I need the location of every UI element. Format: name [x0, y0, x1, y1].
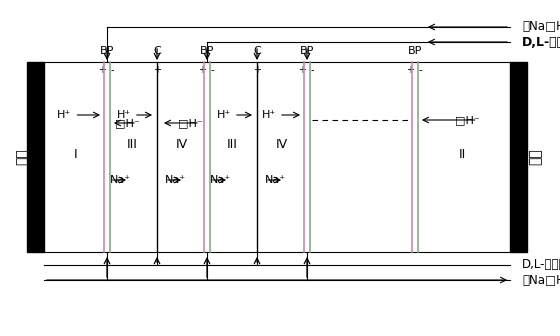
Text: BP: BP [200, 46, 214, 56]
Text: Na⁺: Na⁺ [109, 175, 130, 185]
Text: H⁺: H⁺ [117, 110, 131, 120]
Text: 阳极: 阳极 [528, 149, 542, 165]
Text: Na⁺: Na⁺ [264, 175, 286, 185]
Text: BP: BP [300, 46, 314, 56]
Text: -: - [210, 65, 214, 75]
Text: H⁺: H⁺ [262, 110, 276, 120]
Text: +: + [98, 65, 106, 75]
Text: I: I [74, 149, 77, 162]
Text: II: II [459, 149, 466, 162]
Text: III: III [227, 138, 237, 152]
Text: IV: IV [276, 138, 288, 152]
Text: +: + [253, 65, 261, 75]
Bar [27, 62, 44, 252]
Text: C: C [253, 46, 261, 56]
Text: III: III [127, 138, 137, 152]
Text: +: + [298, 65, 306, 75]
Text: -: - [418, 65, 422, 75]
Text: D,L-蛋氨酸: D,L-蛋氨酸 [522, 36, 560, 48]
Text: 稏Na□H: 稏Na□H [522, 274, 560, 287]
Text: Na⁺: Na⁺ [165, 175, 185, 185]
Text: -: - [110, 65, 114, 75]
Text: 阴极: 阴极 [15, 149, 29, 165]
Text: 浓Na□H: 浓Na□H [522, 20, 560, 34]
Text: +: + [153, 65, 161, 75]
Text: H⁺: H⁺ [217, 110, 231, 120]
Text: +: + [406, 65, 414, 75]
Text: -: - [310, 65, 314, 75]
Text: C: C [153, 46, 161, 56]
Text: H⁺: H⁺ [57, 110, 72, 120]
Text: D,L-蛋氨酸钓: D,L-蛋氨酸钓 [522, 258, 560, 271]
Text: +: + [198, 65, 206, 75]
Text: BP: BP [408, 46, 422, 56]
Text: BP: BP [100, 46, 114, 56]
Bar [510, 62, 527, 252]
Text: □H⁻: □H⁻ [178, 118, 202, 128]
Text: Na⁺: Na⁺ [209, 175, 231, 185]
Text: □H⁻: □H⁻ [115, 118, 139, 128]
Text: □H⁻: □H⁻ [455, 115, 480, 125]
Text: IV: IV [176, 138, 188, 152]
